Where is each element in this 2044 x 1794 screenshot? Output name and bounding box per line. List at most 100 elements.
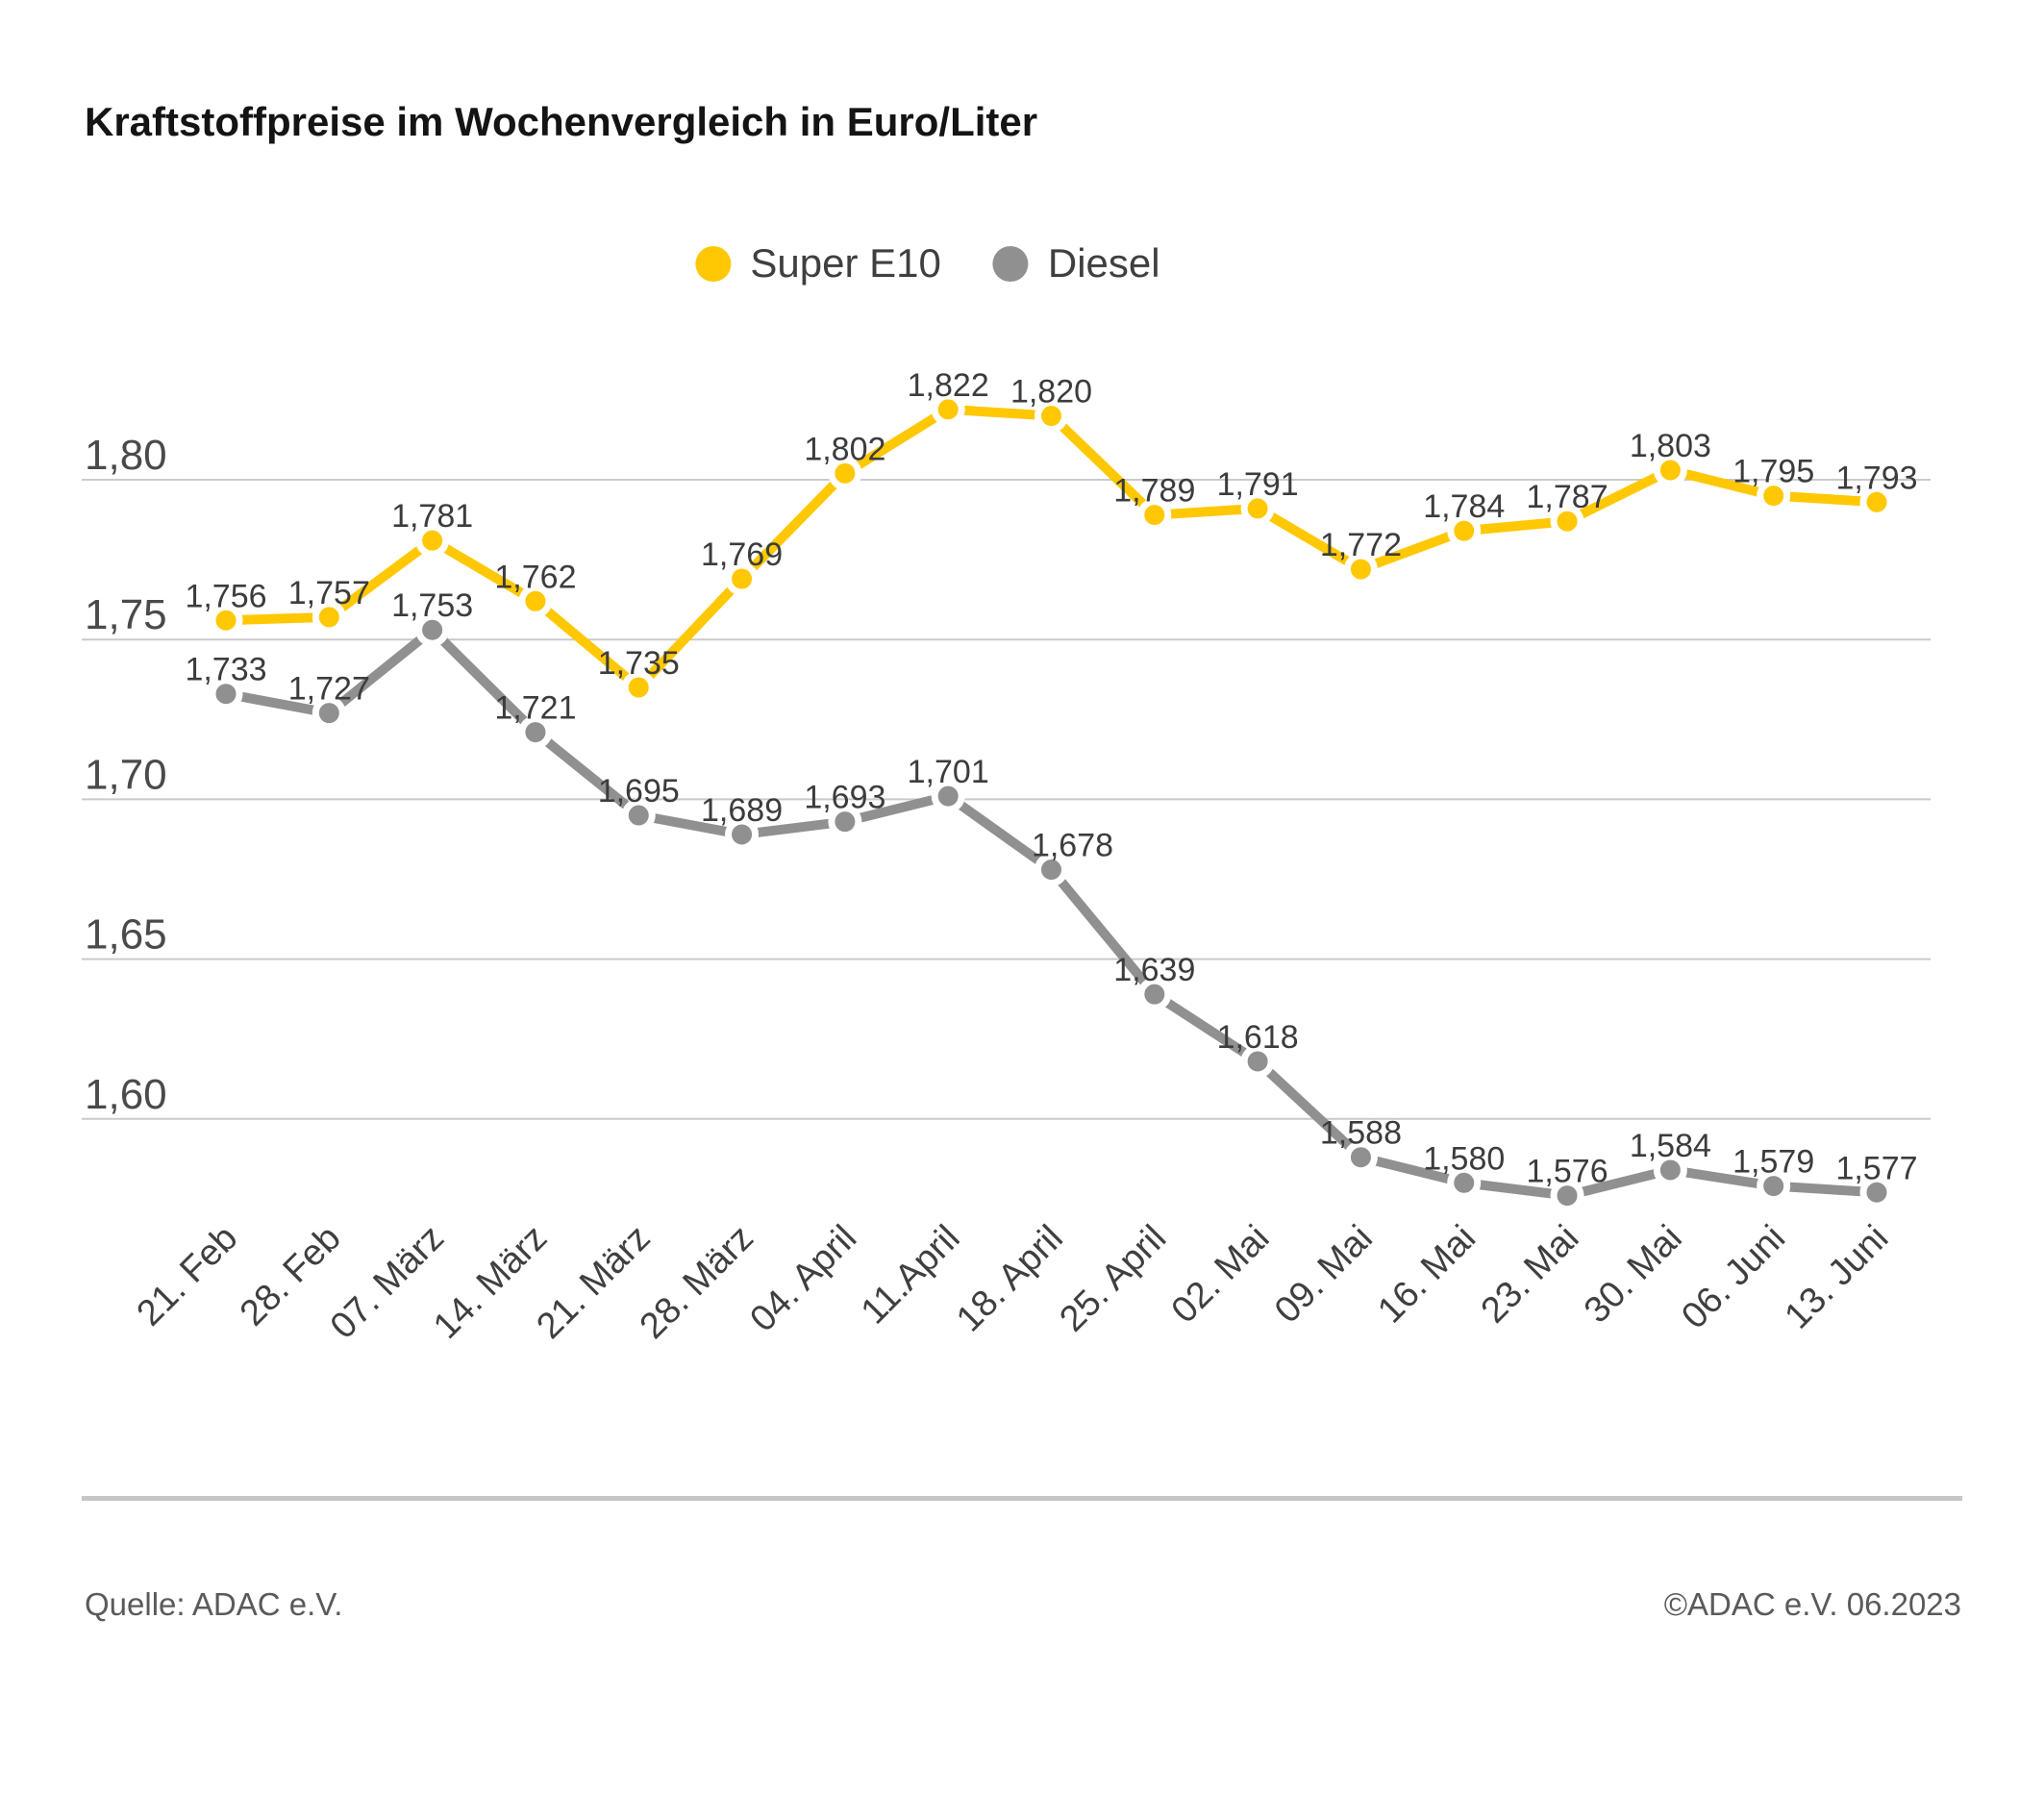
series-line-segment [430, 536, 538, 606]
series-line-segment [429, 626, 539, 736]
series-line-segment [740, 816, 846, 839]
y-axis-tick-label: 1,60 [85, 1071, 167, 1118]
series-line-segment [945, 792, 1055, 874]
data-point-label: 1,639 [1113, 952, 1195, 988]
x-axis-tick-label: 09. Mai [1267, 1218, 1381, 1332]
x-axis-tick-label: 04. April [742, 1218, 864, 1340]
series-line-segment [843, 791, 950, 827]
data-point-marker [1757, 1169, 1791, 1204]
x-axis-tick-label: 11.April [854, 1218, 968, 1333]
data-point-marker [1240, 491, 1275, 526]
data-point-label: 1,678 [1032, 828, 1113, 864]
data-point-label: 1,753 [391, 587, 473, 624]
data-point-marker [1653, 1153, 1687, 1187]
data-point-label: 1,733 [185, 652, 266, 688]
data-point-marker [725, 817, 760, 852]
legend-label-super-e10: Super E10 [750, 240, 941, 286]
x-axis-tick-label: 07. März [323, 1218, 452, 1347]
data-point-label: 1,580 [1423, 1140, 1505, 1177]
data-point-label: 1,789 [1113, 473, 1195, 510]
data-point-marker [209, 677, 243, 711]
data-point-label: 1,787 [1527, 479, 1608, 515]
data-point-label: 1,576 [1527, 1154, 1608, 1190]
series-line-segment [1463, 1178, 1568, 1201]
data-point-label: 1,793 [1835, 460, 1917, 496]
series-line-segment [1047, 866, 1159, 998]
series-line-segment [1255, 504, 1363, 574]
series-line-segment [1773, 1181, 1878, 1198]
data-point-marker [931, 779, 965, 813]
series-line-segment [1254, 1058, 1364, 1161]
x-axis-tick-label: 06. Juni [1674, 1218, 1793, 1337]
data-point-label: 1,588 [1320, 1115, 1402, 1152]
data-point-marker [209, 603, 243, 637]
data-point-marker [1034, 853, 1068, 887]
series-line-segment [1359, 526, 1466, 574]
series-line-segment [326, 626, 436, 717]
data-point-marker [1859, 485, 1894, 519]
series-line-segment [532, 597, 642, 691]
series-line-segment [326, 536, 436, 621]
data-point-marker [828, 456, 862, 490]
legend: Super E10 Diesel [695, 240, 1160, 287]
data-point-marker [1447, 513, 1482, 548]
data-point-label: 1,795 [1732, 454, 1814, 490]
x-axis-tick-label: 30. Mai [1577, 1218, 1690, 1332]
data-point-label: 1,772 [1320, 527, 1402, 563]
data-point-label: 1,693 [804, 780, 885, 816]
series-line-segment [1463, 516, 1568, 536]
data-point-marker [1137, 977, 1172, 1011]
x-axis-tick-label: 21. Feb [130, 1218, 246, 1334]
source-note: Quelle: ADAC e.V. [85, 1586, 343, 1622]
data-point-label: 1,820 [1010, 374, 1092, 411]
data-point-marker [1550, 504, 1584, 538]
series-line-segment [1773, 490, 1878, 508]
data-point-marker [1137, 498, 1172, 533]
data-point-marker [518, 584, 553, 618]
data-point-label: 1,721 [494, 690, 576, 727]
data-point-marker [1343, 552, 1378, 586]
legend-item-diesel: Diesel [992, 240, 1160, 287]
data-point-marker [518, 715, 553, 750]
data-point-marker [312, 600, 346, 635]
data-point-label: 1,781 [391, 498, 473, 535]
copyright-note: ©ADAC e.V. 06.2023 [1663, 1586, 1961, 1622]
x-axis-tick-label: 02. Mai [1164, 1218, 1278, 1332]
x-axis-tick-label: 25. April [1052, 1218, 1174, 1340]
data-point-marker [1343, 1140, 1378, 1175]
data-point-label: 1,735 [598, 645, 680, 682]
data-point-label: 1,802 [804, 431, 885, 467]
series-line-segment [637, 810, 743, 839]
data-point-marker [312, 696, 346, 731]
series-line-segment [1669, 465, 1775, 501]
data-point-marker [931, 392, 965, 427]
data-point-marker [1447, 1165, 1482, 1200]
data-point-label: 1,689 [701, 792, 783, 829]
data-point-label: 1,803 [1630, 428, 1711, 464]
x-axis-tick-label: 16. Mai [1370, 1218, 1483, 1332]
data-point-label: 1,695 [598, 773, 680, 810]
series-line-segment [1669, 1165, 1775, 1191]
data-point-label: 1,822 [908, 367, 989, 404]
series-line-segment [225, 688, 331, 718]
x-axis-tick-label: 28. März [633, 1218, 761, 1347]
data-point-label: 1,756 [185, 578, 266, 614]
legend-item-super-e10: Super E10 [695, 240, 941, 287]
data-point-marker [415, 523, 450, 558]
series-line-segment [947, 404, 1052, 421]
x-axis-tick-label: 13. Juni [1778, 1218, 1897, 1337]
series-line-segment [635, 575, 746, 691]
data-point-label: 1,727 [288, 671, 370, 708]
data-point-marker [621, 798, 656, 833]
legend-label-diesel: Diesel [1047, 240, 1160, 286]
series-line-segment [1154, 503, 1259, 520]
data-point-label: 1,769 [701, 536, 783, 573]
data-point-marker [1653, 453, 1687, 487]
x-axis-tick-label: 21. März [529, 1218, 658, 1347]
y-axis-tick-label: 1,80 [85, 432, 167, 479]
x-axis-tick-label: 18. April [949, 1218, 1071, 1340]
data-point-label: 1,791 [1217, 466, 1299, 503]
data-point-marker [725, 561, 760, 596]
data-point-marker [1859, 1175, 1894, 1209]
